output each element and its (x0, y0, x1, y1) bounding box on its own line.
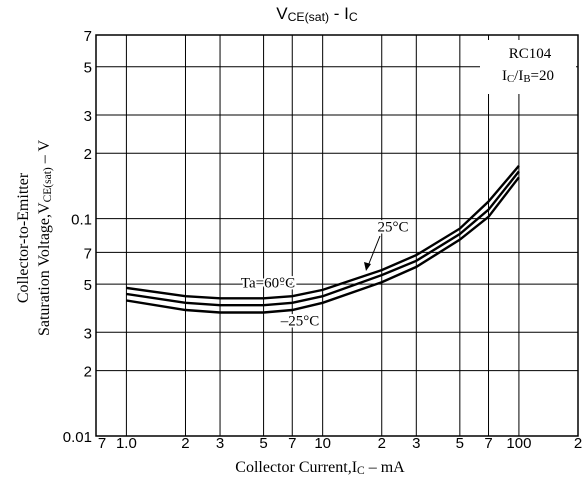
x-tick-label: 100 (506, 435, 531, 452)
annotation: IC/IB=20 (502, 68, 554, 85)
text-part: – mA (365, 459, 405, 476)
text-part: =20 (531, 68, 554, 84)
subscript: CE(sat) (288, 10, 329, 24)
text-part: Collector Current,I (235, 459, 357, 476)
y-tick-label: 2 (84, 146, 92, 163)
text-part: RC104 (509, 46, 552, 62)
arrow-head (364, 262, 371, 271)
y-tick-label: 7 (84, 28, 92, 45)
y-tick-label: 0.01 (63, 429, 92, 446)
y-tick-label: 3 (84, 325, 92, 342)
x-tick-label: 3 (216, 435, 224, 452)
chart-title: VCE(sat) - IC (276, 4, 358, 24)
subscript: C (357, 465, 365, 477)
text-part: – V (36, 140, 53, 168)
text-part: V (276, 4, 288, 23)
x-tick-label: 7 (288, 435, 296, 452)
subscript: B (523, 73, 530, 85)
curve (126, 165, 520, 300)
y-tick-label: 7 (84, 245, 92, 262)
y-tick-label: 5 (84, 60, 92, 77)
x-axis-label: Collector Current,IC – mA (235, 459, 405, 477)
x-tick-label: 3 (412, 435, 420, 452)
y-axis-label: Saturation Voltage,VCE(sat) – V (36, 140, 54, 337)
text-part: Saturation Voltage,V (36, 202, 53, 336)
plot-frame (95, 34, 579, 437)
series-label: –25°C (280, 313, 320, 329)
subscript: CE(sat) (42, 167, 54, 202)
y-axis-label: Collector-to-Emitter (15, 172, 32, 303)
y-tick-label: 5 (84, 277, 92, 294)
x-tick-label: 2 (181, 435, 189, 452)
y-tick-label: 2 (84, 364, 92, 381)
x-tick-label: 2 (378, 435, 386, 452)
annotation: RC104 (509, 46, 552, 62)
text-part: - I (329, 4, 349, 23)
y-tick-label: 0.1 (71, 212, 92, 229)
annotation-bg (480, 40, 576, 94)
text-part: Collector-to-Emitter (15, 172, 32, 303)
x-tick-label: 2 (574, 435, 582, 452)
curve (126, 176, 520, 314)
x-tick-label: 5 (259, 435, 267, 452)
subscript: C (349, 10, 358, 24)
series-label: Ta=60°C (241, 275, 295, 291)
x-tick-label: 7 (484, 435, 492, 452)
curve (126, 170, 520, 307)
series-label: 25°C (377, 219, 408, 235)
x-tick-label: 7 (98, 435, 106, 452)
text-part: I (502, 68, 507, 84)
y-tick-label: 3 (84, 108, 92, 125)
x-tick-label: 5 (456, 435, 464, 452)
x-tick-label: 10 (314, 435, 331, 452)
x-tick-label: 1.0 (116, 435, 137, 452)
leader-line (367, 235, 381, 267)
text-part: /I (514, 68, 523, 84)
subscript: C (507, 73, 514, 85)
